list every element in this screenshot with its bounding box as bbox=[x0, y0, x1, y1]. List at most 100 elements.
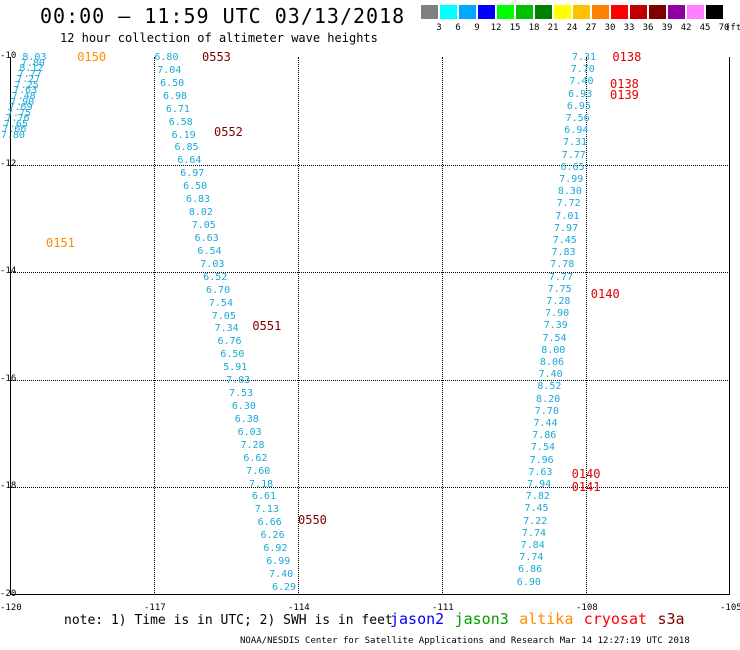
wave-height-value: 6.52 bbox=[203, 271, 228, 283]
wave-height-value: 6.76 bbox=[217, 336, 242, 348]
wave-height-value: 6.30 bbox=[231, 400, 256, 412]
map-plot-area: 8.03 7.80 8.12 7.77 7.27 7.25 7.63 7.48 7.90 7.69… bbox=[1, 51, 730, 595]
wave-height-value: 7.34 bbox=[214, 323, 239, 335]
latitude-label: -18 bbox=[0, 481, 17, 492]
wave-height-value: 8.06 bbox=[539, 356, 564, 368]
satellite-legend-item: s3a bbox=[657, 610, 685, 628]
wave-height-value: 7.28 bbox=[240, 439, 265, 451]
pass-time-label: 0140 bbox=[571, 466, 601, 481]
wave-height-value: 6.71 bbox=[165, 103, 190, 115]
wave-height-value: 7.76 bbox=[5, 113, 30, 125]
plot-frame-left bbox=[10, 57, 11, 595]
wave-height-value: 6.19 bbox=[171, 129, 196, 141]
longitude-gridline bbox=[298, 57, 299, 595]
color-scale-label: 30 bbox=[604, 23, 616, 33]
wave-height-value: 7.75 bbox=[547, 283, 572, 295]
wave-height-value: 7.84 bbox=[520, 539, 545, 551]
wave-height-value: 7.78 bbox=[550, 259, 575, 271]
wave-height-value: 7.03 bbox=[200, 258, 225, 270]
wave-height-value: 7.05 bbox=[191, 220, 216, 232]
longitude-label: -105 bbox=[720, 603, 740, 613]
wave-height-value: 6.83 bbox=[185, 194, 211, 206]
wave-height-value: 7.63 bbox=[13, 85, 38, 97]
wave-height-value: 7.40 bbox=[269, 569, 294, 580]
wave-height-value: 7.83 bbox=[551, 247, 576, 259]
wave-height-value: 6.70 bbox=[206, 284, 231, 296]
wave-height-value: 7.01 bbox=[555, 210, 580, 222]
color-scale-swatch bbox=[497, 5, 514, 19]
wave-height-value: 7.80 bbox=[20, 57, 45, 69]
color-scale-label: 33 bbox=[623, 23, 635, 33]
wave-height-value: 7.25 bbox=[14, 79, 39, 91]
latitude-label: -12 bbox=[0, 158, 17, 169]
latitude-gridline bbox=[10, 272, 730, 274]
pass-time-label: 0139 bbox=[610, 87, 639, 102]
wave-height-value: 6.97 bbox=[180, 168, 205, 180]
wave-height-value: 7.39 bbox=[543, 320, 568, 332]
color-scale-label: 3 bbox=[436, 23, 442, 33]
wave-height-value: 7.48 bbox=[11, 91, 36, 102]
longitude-label: -108 bbox=[576, 603, 598, 613]
wave-height-value: 7.96 bbox=[529, 454, 554, 466]
satellite-legend-item: jason3 bbox=[454, 610, 509, 628]
color-scale-swatch bbox=[706, 5, 723, 19]
color-scale-swatch bbox=[554, 5, 571, 19]
latitude-label: -16 bbox=[0, 373, 17, 384]
satellite-legend-item: jason2 bbox=[390, 610, 445, 628]
wave-height-value: 6.99 bbox=[266, 556, 291, 568]
wave-height-value: 6.65 bbox=[560, 161, 585, 173]
wave-height-value: 7.70 bbox=[570, 64, 595, 76]
wave-height-value: 7.54 bbox=[208, 297, 233, 309]
pass-time-label: 0552 bbox=[214, 125, 243, 140]
plot-frame-bottom bbox=[10, 594, 730, 595]
wave-height-value: 8.52 bbox=[537, 381, 562, 393]
color-scale-label: 21 bbox=[547, 23, 559, 33]
wave-height-value: 6.93 bbox=[568, 88, 593, 100]
footer-note: note: 1) Time is in UTC; 2) SWH is in fe… bbox=[64, 613, 393, 628]
color-scale-label: 18 bbox=[528, 23, 540, 33]
wave-height-value: 7.72 bbox=[556, 198, 581, 210]
wave-height-value: 7.31 bbox=[572, 52, 597, 63]
wave-height-value: 7.69 bbox=[8, 102, 33, 114]
pass-time-label: 0141 bbox=[571, 480, 601, 495]
wave-height-value: 8.12 bbox=[19, 63, 44, 75]
wave-height-value: 8.30 bbox=[557, 186, 582, 198]
wave-height-value: 6.62 bbox=[243, 452, 268, 464]
wave-height-value: 6.90 bbox=[516, 576, 541, 588]
wave-height-value: 7.13 bbox=[254, 504, 279, 516]
map-subtitle: 12 hour collection of altimeter wave hei… bbox=[60, 31, 378, 45]
wave-height-value: 7.44 bbox=[533, 417, 558, 429]
wave-height-value: 7.74 bbox=[521, 527, 547, 539]
latitude-gridline bbox=[10, 379, 730, 381]
wave-height-value: 6.80 bbox=[154, 52, 179, 63]
wave-height-value: 6.61 bbox=[251, 491, 277, 503]
wave-height-value: 7.70 bbox=[534, 405, 559, 417]
wave-height-value: 6.92 bbox=[263, 543, 288, 555]
wave-height-value: 7.22 bbox=[523, 515, 548, 527]
latitude-gridline bbox=[10, 487, 730, 489]
wave-height-value: 7.27 bbox=[16, 74, 41, 86]
wave-height-value: 6.03 bbox=[237, 426, 262, 438]
wave-height-value: 7.90 bbox=[545, 308, 570, 320]
wave-height-value: 7.80 bbox=[0, 130, 25, 141]
wave-height-value: 7.40 bbox=[538, 369, 563, 381]
wave-height-value: 7.45 bbox=[524, 503, 549, 515]
wave-height-value: 8.02 bbox=[188, 207, 213, 219]
wave-height-value: 6.29 bbox=[272, 581, 297, 593]
color-scale-swatch bbox=[478, 5, 495, 19]
longitude-gridline bbox=[154, 57, 155, 595]
wave-height-value: 7.56 bbox=[565, 112, 590, 124]
wave-height-value: 7.99 bbox=[559, 173, 584, 185]
color-scale-swatch bbox=[649, 5, 666, 19]
wave-height-value: 7.28 bbox=[546, 295, 571, 307]
pass-time-label: 0551 bbox=[252, 319, 282, 333]
plot-frame-right bbox=[729, 57, 730, 595]
wave-height-value: 7.31 bbox=[563, 137, 588, 149]
wave-height-value: 6.50 bbox=[220, 349, 245, 361]
wave-height-value: 7.77 bbox=[17, 68, 42, 80]
color-scale-label: 15 bbox=[509, 23, 521, 33]
wave-height-value: 8.00 bbox=[541, 344, 566, 356]
wave-height-value: 8.03 bbox=[22, 52, 47, 63]
color-scale-swatch bbox=[573, 5, 590, 19]
pass-time-label: 0553 bbox=[202, 50, 231, 64]
